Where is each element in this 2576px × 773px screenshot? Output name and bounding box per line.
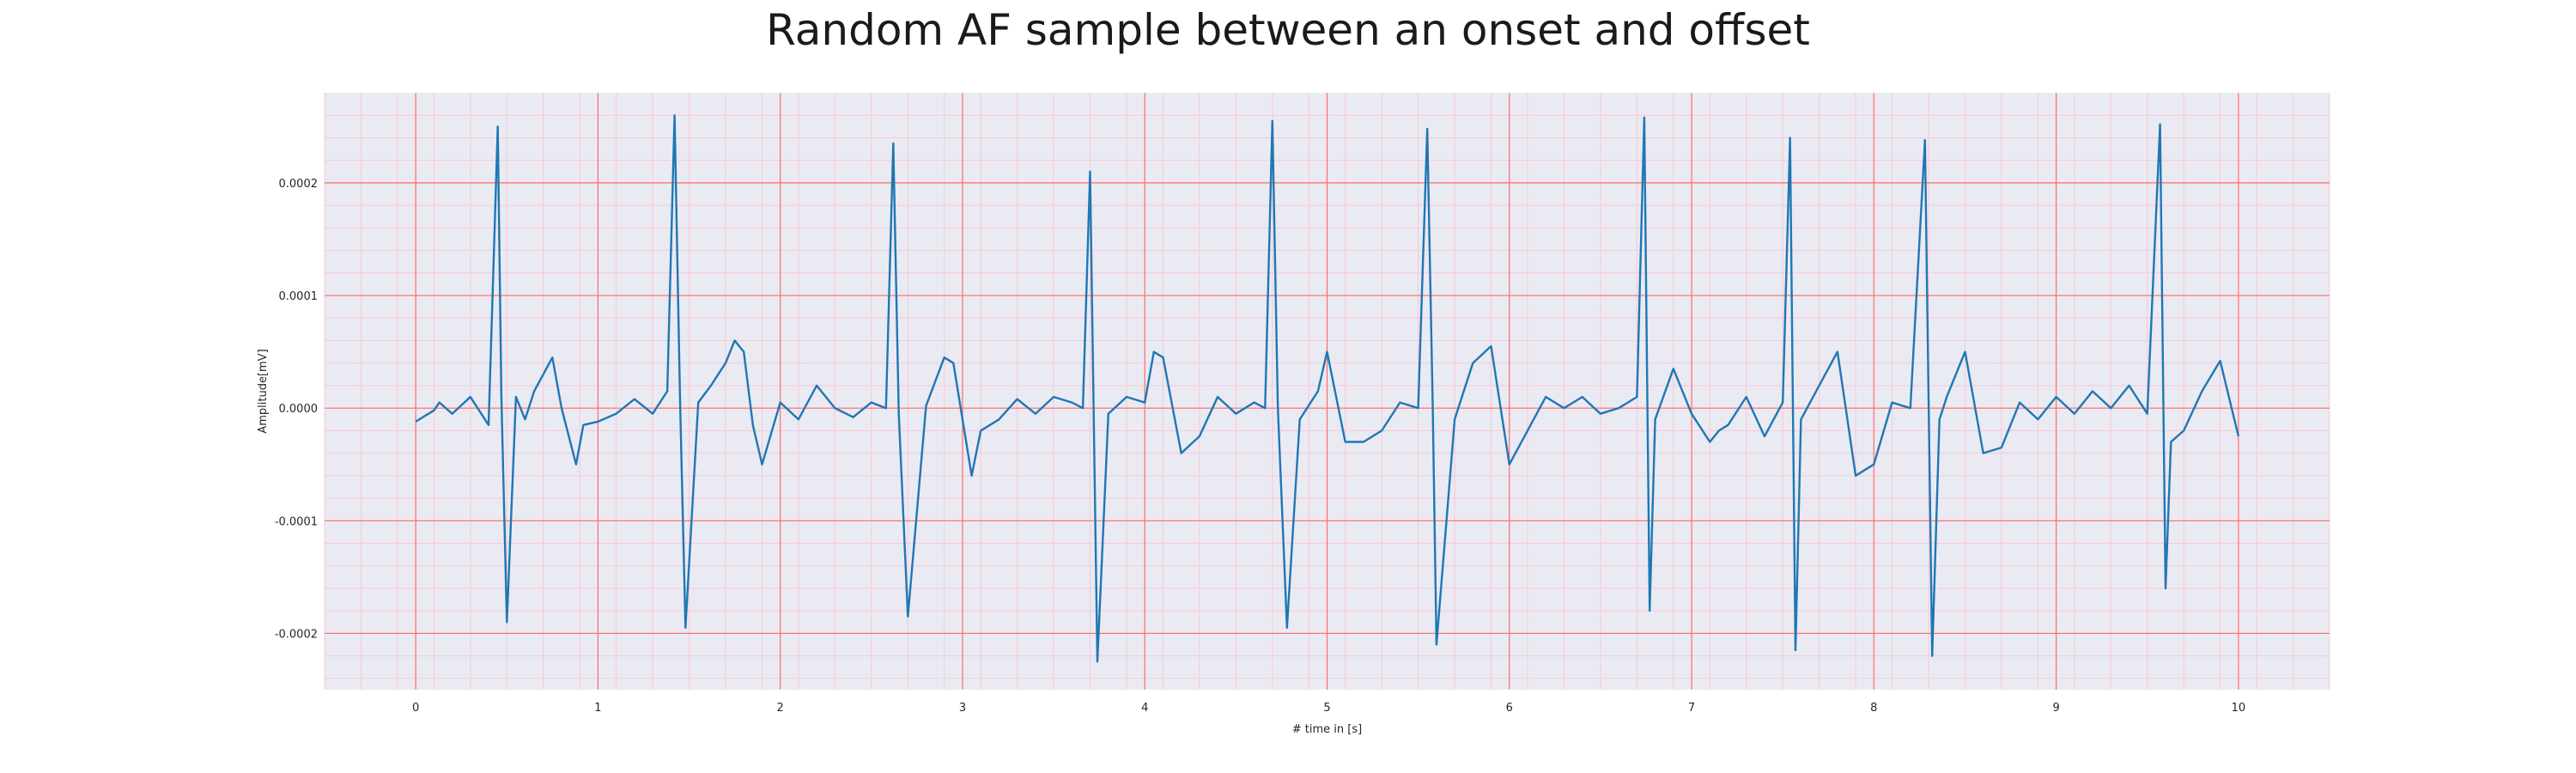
x-tick-label: 8 <box>1870 702 1877 715</box>
x-axis-label: # time in [s] <box>1292 723 1362 736</box>
y-tick-label: 0.0000 <box>279 403 319 416</box>
y-tick-labels: 0.0002 0.0001 0.0000 -0.0001 -0.0002 <box>275 178 318 642</box>
x-tick-label: 4 <box>1141 702 1148 715</box>
x-tick-label: 6 <box>1506 702 1513 715</box>
x-tick-label: 1 <box>594 702 601 715</box>
series-group <box>415 113 2240 663</box>
chart-title: Random AF sample between an onset and of… <box>766 5 1810 55</box>
y-tick-label: 0.0001 <box>279 290 319 303</box>
x-tick-label: 0 <box>412 702 419 715</box>
x-tick-label: 7 <box>1688 702 1695 715</box>
series-line <box>415 113 2240 663</box>
major-gridlines <box>325 93 2330 690</box>
x-tick-label: 9 <box>2052 702 2059 715</box>
x-tick-label: 2 <box>777 702 784 715</box>
x-tick-label: 3 <box>959 702 966 715</box>
y-tick-label: -0.0001 <box>275 515 318 528</box>
x-tick-label: 10 <box>2232 702 2246 715</box>
y-axis-label: Amplitude[mV] <box>257 349 270 433</box>
y-tick-label: 0.0002 <box>279 178 319 191</box>
x-tick-labels: 0 1 2 3 4 5 6 7 8 9 10 <box>412 702 2245 715</box>
x-tick-label: 5 <box>1323 702 1330 715</box>
y-tick-label: -0.0002 <box>275 628 318 641</box>
